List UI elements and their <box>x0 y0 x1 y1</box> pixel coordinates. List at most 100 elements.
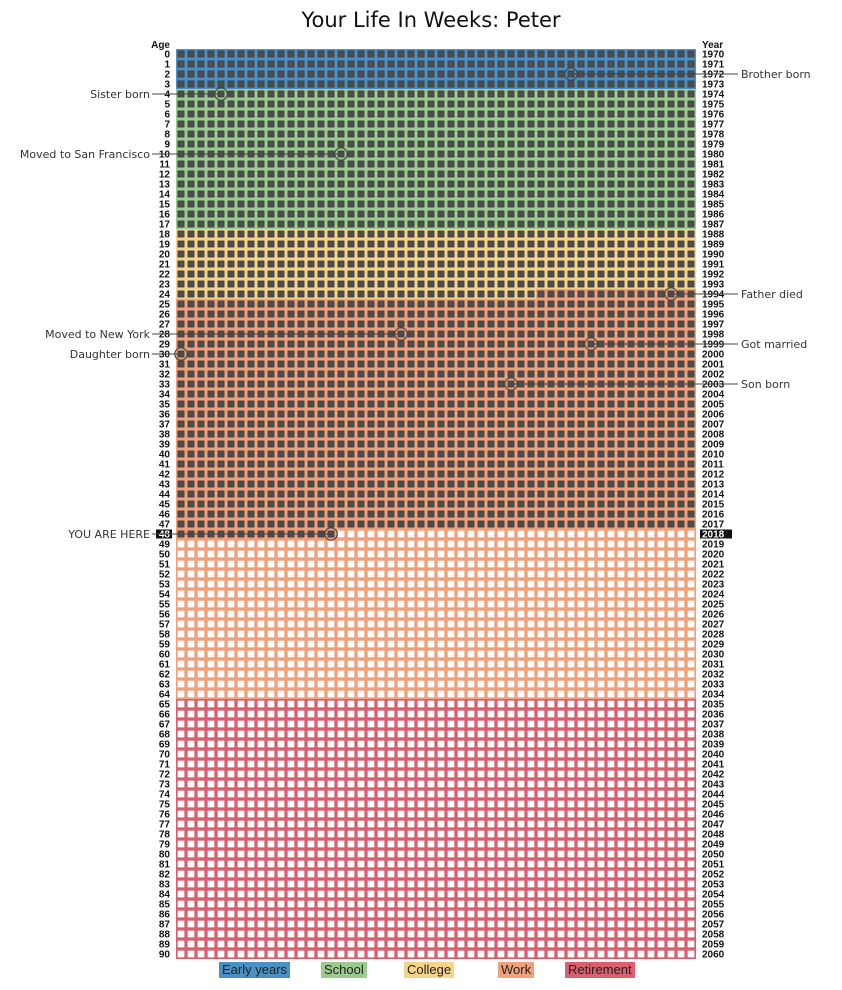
week-lived <box>507 60 515 68</box>
week-lived <box>467 90 475 98</box>
week-lived <box>207 100 215 108</box>
week-lived <box>287 60 295 68</box>
week-lived <box>647 60 655 68</box>
week-lived <box>407 80 415 88</box>
week-lived <box>317 50 325 58</box>
week-lived <box>247 50 255 58</box>
week-lived <box>347 90 355 98</box>
week-lived <box>527 50 535 58</box>
week-lived <box>397 90 405 98</box>
week-lived <box>207 70 215 78</box>
week-lived <box>497 60 505 68</box>
week-lived <box>387 60 395 68</box>
week-lived <box>177 80 185 88</box>
week-lived <box>257 60 265 68</box>
week-lived <box>487 50 495 58</box>
week-lived <box>607 80 615 88</box>
week-lived <box>557 90 565 98</box>
week-lived <box>517 60 525 68</box>
week-lived <box>587 60 595 68</box>
week-lived <box>427 80 435 88</box>
week-lived <box>677 50 685 58</box>
week-lived <box>177 70 185 78</box>
week-lived <box>417 70 425 78</box>
week-lived <box>317 60 325 68</box>
week-lived <box>507 70 515 78</box>
week-lived <box>317 80 325 88</box>
week-lived <box>367 50 375 58</box>
week-lived <box>597 90 605 98</box>
week-lived <box>267 60 275 68</box>
week-lived <box>247 90 255 98</box>
week-lived <box>637 80 645 88</box>
week-lived <box>477 60 485 68</box>
week-lived <box>447 70 455 78</box>
week-lived <box>217 70 225 78</box>
week-lived <box>307 70 315 78</box>
week-lived <box>357 80 365 88</box>
week-lived <box>477 70 485 78</box>
week-lived <box>307 90 315 98</box>
week-lived <box>387 70 395 78</box>
week-lived <box>637 60 645 68</box>
week-lived <box>227 50 235 58</box>
week-lived <box>387 90 395 98</box>
week-lived <box>417 60 425 68</box>
week-lived <box>677 60 685 68</box>
week-lived <box>547 90 555 98</box>
week-lived <box>477 90 485 98</box>
week-lived <box>337 90 345 98</box>
week-lived <box>347 50 355 58</box>
week-lived <box>637 50 645 58</box>
week-lived <box>557 80 565 88</box>
week-lived <box>627 60 635 68</box>
week-lived <box>257 90 265 98</box>
week-lived <box>537 50 545 58</box>
week-lived <box>297 80 305 88</box>
week-lived <box>457 70 465 78</box>
week-lived <box>327 50 335 58</box>
week-lived <box>447 80 455 88</box>
week-lived <box>627 90 635 98</box>
week-lived <box>327 60 335 68</box>
week-lived <box>177 50 185 58</box>
week-lived <box>677 90 685 98</box>
week-lived <box>207 60 215 68</box>
week-lived <box>657 80 665 88</box>
week-lived <box>527 80 535 88</box>
week-lived <box>417 80 425 88</box>
week-lived <box>497 90 505 98</box>
week-lived <box>587 90 595 98</box>
week-lived <box>487 60 495 68</box>
week-lived <box>177 60 185 68</box>
week-lived <box>247 60 255 68</box>
week-lived <box>197 70 205 78</box>
week-lived <box>357 90 365 98</box>
week-lived <box>227 80 235 88</box>
week-lived <box>657 60 665 68</box>
week-lived <box>257 80 265 88</box>
week-lived <box>557 70 565 78</box>
week-lived <box>667 60 675 68</box>
week-lived <box>667 80 675 88</box>
week-lived <box>497 70 505 78</box>
week-lived <box>407 90 415 98</box>
week-lived <box>537 80 545 88</box>
week-lived <box>267 90 275 98</box>
week-lived <box>437 90 445 98</box>
week-lived <box>247 80 255 88</box>
week-lived <box>627 80 635 88</box>
week-lived <box>617 50 625 58</box>
week-lived <box>237 50 245 58</box>
week-lived <box>177 100 185 108</box>
week-lived <box>407 60 415 68</box>
week-lived <box>587 50 595 58</box>
week-lived <box>577 50 585 58</box>
week-lived <box>337 80 345 88</box>
week-lived <box>267 80 275 88</box>
week-lived <box>427 90 435 98</box>
week-lived <box>227 100 235 108</box>
week-lived <box>517 90 525 98</box>
week-lived <box>267 50 275 58</box>
week-lived <box>227 70 235 78</box>
